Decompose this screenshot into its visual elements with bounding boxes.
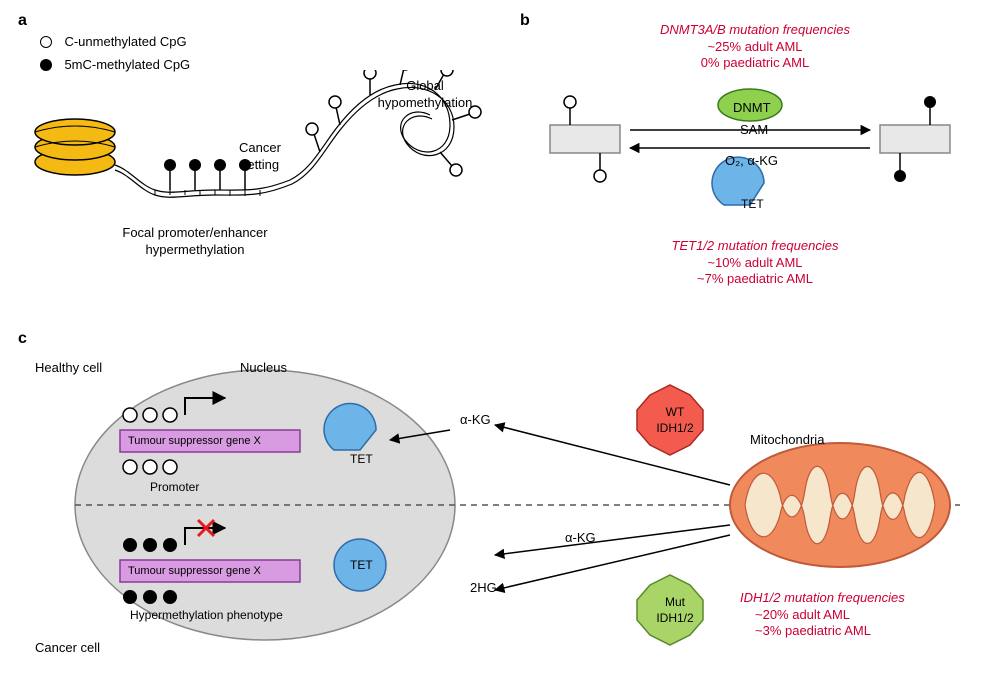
tet-top-label: TET	[350, 452, 373, 468]
tsg-label-bottom: Tumour suppressor gene X	[128, 564, 261, 578]
cancer-setting-label: Cancer setting	[220, 140, 300, 174]
dnmt-mut-paed: 0% paediatric AML	[640, 55, 870, 72]
tet-bottom-label: TET	[350, 558, 373, 574]
legend-unmethylated-row: C-unmethylated CpG	[40, 35, 179, 53]
panel-b-label: b	[520, 12, 530, 30]
healthy-cell-label: Healthy cell	[35, 360, 102, 377]
idh-mut-adult: ~20% adult AML	[755, 607, 850, 624]
cancer-cell-label: Cancer cell	[35, 640, 100, 657]
left-gene-box	[550, 125, 620, 153]
promoter-label: Promoter	[150, 480, 199, 496]
cpg-unmethylated-icon	[40, 36, 52, 48]
dnmt-mut-adult: ~25% adult AML	[640, 39, 870, 56]
dnmt-label: DNMT	[733, 100, 771, 117]
right-gene-box	[880, 125, 950, 153]
akg-top-label: α-KG	[460, 412, 491, 429]
akg-bottom-label: α-KG	[565, 530, 596, 547]
legend-unmethylated-text: C-unmethylated CpG	[64, 34, 186, 49]
tsg-label-top: Tumour suppressor gene X	[128, 434, 261, 448]
sam-label: SAM	[740, 122, 768, 139]
tet-mut-paed: ~7% paediatric AML	[640, 271, 870, 288]
idh-mut-paed: ~3% paediatric AML	[755, 623, 871, 640]
dnmt-mut-title: DNMT3A/B mutation frequencies	[640, 22, 870, 39]
global-hypo-label: Global hypomethylation	[370, 78, 480, 112]
wt-idh-label: WT IDH1/2	[645, 405, 705, 436]
nucleus-label: Nucleus	[240, 360, 287, 377]
hyper-label: Hypermethylation phenotype	[130, 608, 283, 624]
mitochondria-label: Mitochondria	[750, 432, 824, 449]
o2-akg-label: O₂, α-KG	[725, 153, 778, 170]
panel-a-label: a	[18, 12, 27, 30]
mitochondria-icon	[730, 443, 950, 567]
mut-idh-label: Mut IDH1/2	[645, 595, 705, 626]
tet-mut-adult: ~10% adult AML	[640, 255, 870, 272]
panel-a-svg	[20, 70, 520, 370]
focal-hyper-label: Focal promoter/enhancer hypermethylation	[105, 225, 285, 259]
idh-mut-title: IDH1/2 mutation frequencies	[740, 590, 905, 607]
hg-label: 2HG	[470, 580, 497, 597]
nucleosome-icon	[35, 119, 115, 175]
tet-mut-title: TET1/2 mutation frequencies	[640, 238, 870, 255]
tet-label-b: TET	[741, 197, 764, 213]
